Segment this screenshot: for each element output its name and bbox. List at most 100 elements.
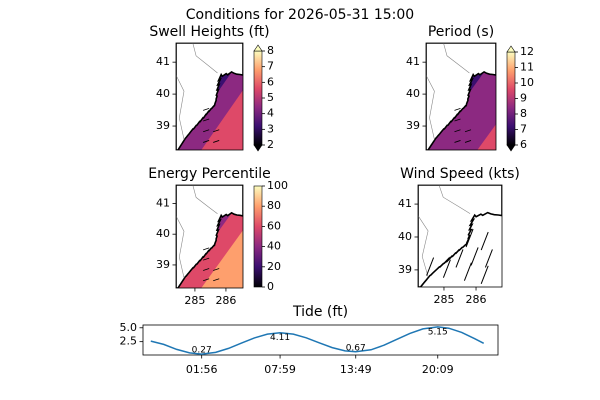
vector-arrow <box>484 249 493 268</box>
x-tick-label: 20:09 <box>422 363 454 376</box>
colorbar-tick-label: 80 <box>267 199 281 212</box>
vector-arrow <box>203 118 210 122</box>
colorbar-extend <box>506 45 516 53</box>
colorbar-tick-label: 4 <box>267 107 274 120</box>
vector-arrow <box>203 129 210 133</box>
state-border <box>176 215 185 278</box>
colorbar-tick-label: 11 <box>520 61 534 74</box>
colorbar-tick-label: 40 <box>267 240 281 253</box>
land <box>176 185 243 288</box>
y-tick-label: 40 <box>156 227 170 240</box>
extreme-label: 0.27 <box>192 346 212 356</box>
land <box>426 43 496 150</box>
colorbar-tick-label: 60 <box>267 219 281 232</box>
vector-arrow <box>454 129 461 133</box>
vector-arrow <box>454 140 461 143</box>
colorbar-tick-label: 7 <box>520 123 527 136</box>
vector-arrow <box>426 257 435 276</box>
contour-band <box>477 124 496 150</box>
colorbar-tick-label: 0 <box>267 280 274 293</box>
colorbar-tick-label: 100 <box>267 179 288 192</box>
vector-arrow <box>464 140 472 143</box>
vector-arrow <box>213 129 220 133</box>
extreme-label: 5.15 <box>428 327 448 337</box>
vector-arrow <box>464 129 472 133</box>
colorbar-tick-label: 10 <box>520 76 534 89</box>
contour-band <box>201 90 243 150</box>
axes-frame <box>175 184 244 289</box>
y-tick-label: 41 <box>398 197 412 210</box>
state-border <box>176 74 185 140</box>
colorbar <box>506 51 516 146</box>
colorbar-tick-label: 2 <box>267 138 274 151</box>
vector-arrow <box>203 107 210 111</box>
vector-arrow <box>454 107 461 111</box>
panel-title: Energy Percentile <box>148 166 271 182</box>
vector-arrow <box>455 249 464 268</box>
map-area <box>176 185 243 288</box>
state-border <box>426 74 435 140</box>
x-tick-label: 07:59 <box>264 363 296 376</box>
colorbar-tick-label: 8 <box>267 44 274 57</box>
vector-arrow <box>470 247 479 266</box>
y-tick-label: 39 <box>406 119 420 132</box>
y-tick-label: 40 <box>398 230 412 243</box>
axes-frame <box>425 42 497 151</box>
y-tick-label: 39 <box>156 258 170 271</box>
vector-arrow <box>213 268 220 271</box>
y-tick-label: 41 <box>156 55 170 68</box>
x-tick-label: 286 <box>215 294 236 307</box>
state-border <box>418 215 429 277</box>
colorbar <box>253 185 263 288</box>
vector-arrow <box>442 259 451 278</box>
y-tick-label: 39 <box>156 119 170 132</box>
vector-arrow <box>213 278 220 282</box>
contour-band <box>452 90 496 150</box>
y-tick-label: 40 <box>406 87 420 100</box>
contour-band <box>225 263 243 288</box>
vector-arrow <box>203 278 210 282</box>
y-tick-label: 2.5 <box>120 335 138 348</box>
map-area <box>426 43 496 150</box>
colorbar-tick-label: 6 <box>520 138 527 151</box>
state-border <box>192 185 218 215</box>
panel-title: Swell Heights (ft) <box>149 24 269 40</box>
vector-arrow <box>480 265 489 284</box>
colorbar-tick-label: 7 <box>267 60 274 73</box>
panel-title: Tide (ft) <box>292 304 348 320</box>
colorbar-tick-label: 3 <box>267 122 274 135</box>
axes-frame <box>417 184 503 288</box>
panel-title: Wind Speed (kts) <box>400 166 520 182</box>
vector-arrow <box>203 257 210 261</box>
map-area <box>176 43 243 150</box>
colorbar-extend <box>506 144 516 152</box>
state-border <box>192 43 218 74</box>
x-tick-label: 285 <box>433 293 454 306</box>
vector-arrow <box>454 118 461 122</box>
land <box>418 185 502 287</box>
x-tick-label: 01:56 <box>186 363 218 376</box>
colorbar-tick-label: 5 <box>267 91 274 104</box>
y-tick-label: 41 <box>156 196 170 209</box>
colorbar-extend <box>253 144 263 152</box>
colorbar-tick-label: 9 <box>520 92 527 105</box>
land <box>176 43 243 150</box>
colorbar-tick-label: 20 <box>267 260 281 273</box>
colorbar <box>253 50 263 146</box>
state-border <box>438 185 471 214</box>
y-tick-label: 40 <box>156 87 170 100</box>
y-tick-label: 41 <box>406 55 420 68</box>
axes-frame <box>142 324 499 356</box>
vector-arrow <box>203 268 210 271</box>
vector-arrow <box>203 247 210 251</box>
tide-line <box>150 326 485 355</box>
vector-arrow <box>463 262 472 281</box>
x-tick-label: 13:49 <box>340 363 372 376</box>
colorbar-extend <box>253 44 263 52</box>
y-tick-label: 5.0 <box>120 321 138 334</box>
figure-title: Conditions for 2026-05-31 15:00 <box>186 7 414 23</box>
extreme-label: 0.67 <box>346 343 366 353</box>
axes-frame <box>175 42 244 151</box>
